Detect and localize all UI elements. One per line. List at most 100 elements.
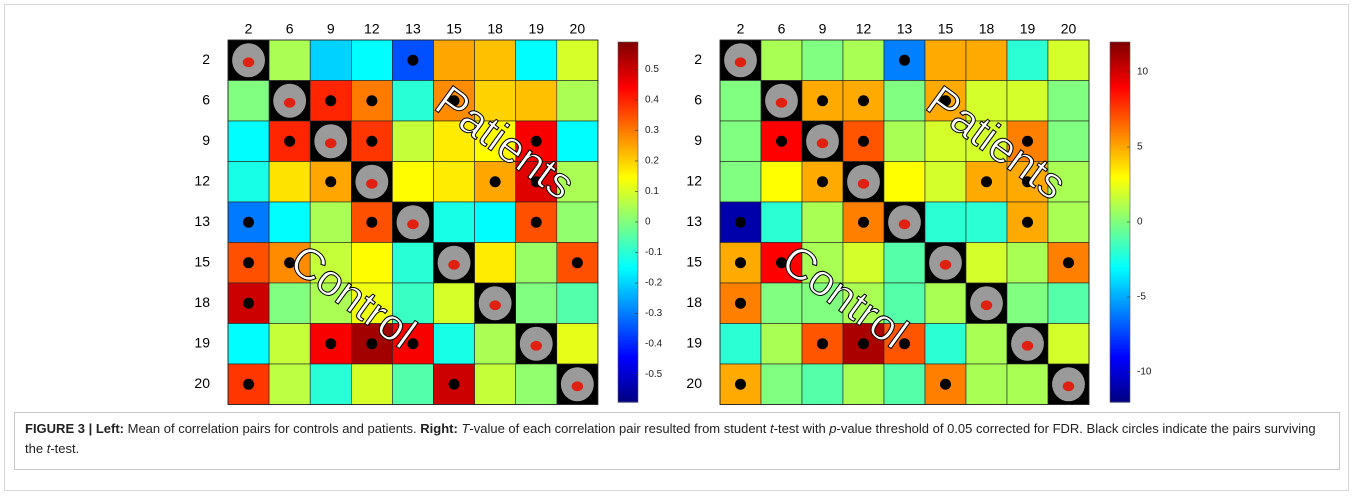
brain-image — [448, 260, 460, 270]
caption-text: Mean of correlation pairs for controls a… — [128, 421, 417, 436]
caption-label: FIGURE 3 | Left: — [25, 421, 124, 436]
y-tick-label: 9 — [694, 132, 702, 148]
heatmap-cell — [269, 202, 310, 243]
brain-image — [366, 179, 378, 189]
heatmap-cell — [434, 162, 475, 203]
significance-dot — [366, 95, 377, 106]
x-tick-label: 6 — [286, 21, 294, 37]
significance-dot — [858, 95, 869, 106]
brain-image — [489, 300, 501, 310]
brain-image — [530, 341, 542, 351]
significance-dot — [449, 379, 460, 390]
y-tick-label: 6 — [202, 91, 210, 107]
significance-dot — [817, 95, 828, 106]
y-tick-label: 2 — [694, 51, 702, 67]
heatmap-cell — [475, 324, 516, 365]
heatmap-cell — [269, 162, 310, 203]
significance-dot — [940, 379, 951, 390]
colorbar-tick-label: 0.3 — [645, 125, 659, 136]
colorbar-tick-label: 0.5 — [645, 64, 659, 75]
heatmap-cell — [1007, 283, 1048, 324]
colorbar-segment — [618, 42, 638, 46]
heatmap-cell — [720, 81, 761, 122]
significance-dot — [735, 257, 746, 268]
heatmap-cell — [557, 40, 598, 81]
y-tick-label: 6 — [694, 91, 702, 107]
heatmap-cell — [516, 81, 557, 122]
y-tick-label: 20 — [686, 375, 702, 391]
heatmap-cell — [516, 243, 557, 284]
y-tick-label: 18 — [686, 294, 702, 310]
significance-dot — [735, 298, 746, 309]
heatmap-cell — [884, 243, 925, 284]
heatmap-cell — [1007, 40, 1048, 81]
y-tick-label: 19 — [194, 334, 210, 350]
heatmap-cell — [884, 162, 925, 203]
heatmap-cell — [475, 243, 516, 284]
significance-dot — [325, 95, 336, 106]
brain-image — [776, 98, 787, 108]
significance-dot — [243, 298, 254, 309]
brain-image — [284, 98, 296, 108]
heatmap-cell — [392, 162, 433, 203]
heatmap-cell — [1048, 202, 1089, 243]
heatmap-cell — [925, 40, 966, 81]
heatmap-cell — [516, 40, 557, 81]
heatmap-cell — [802, 202, 843, 243]
heatmap-cell — [925, 324, 966, 365]
heatmap-cell — [516, 283, 557, 324]
heatmap-cell — [351, 40, 392, 81]
colorbar-tick-label: -0.4 — [645, 339, 663, 350]
heatmap-cell — [966, 40, 1007, 81]
heatmap-cell — [228, 162, 269, 203]
heatmap-cell — [1048, 81, 1089, 122]
heatmap-cell — [884, 364, 925, 405]
heatmap-cell — [310, 202, 351, 243]
x-tick-label: 18 — [979, 21, 995, 37]
x-tick-label: 15 — [938, 21, 954, 37]
heatmap-cell — [557, 283, 598, 324]
significance-dot — [817, 338, 828, 349]
brain-image — [243, 57, 255, 67]
heatmap-cell — [1007, 81, 1048, 122]
y-tick-label: 13 — [194, 213, 210, 229]
colorbar-tick-label: -0.3 — [645, 308, 663, 319]
x-tick-label: 15 — [446, 21, 462, 37]
brain-image — [325, 138, 337, 148]
y-tick-label: 19 — [686, 334, 702, 350]
heatmap-cell — [392, 364, 433, 405]
significance-dot — [776, 136, 787, 147]
brain-image — [981, 300, 992, 310]
y-tick-label: 15 — [686, 253, 702, 269]
significance-dot — [490, 176, 501, 187]
caption-text: -value of each correlation pair resulted… — [469, 421, 766, 436]
y-tick-label: 2 — [202, 51, 210, 67]
significance-dot — [1063, 257, 1074, 268]
heatmap-cell — [1048, 40, 1089, 81]
colorbar-tick-label: 5 — [1137, 142, 1143, 153]
brain-image — [858, 179, 869, 189]
significance-dot — [1022, 217, 1033, 228]
heatmap-cell — [434, 40, 475, 81]
heatmap-cell — [228, 121, 269, 162]
significance-dot — [735, 217, 746, 228]
brain-image — [407, 219, 419, 229]
brain-image — [899, 219, 910, 229]
heatmap-cell — [434, 202, 475, 243]
heatmap-cell — [228, 81, 269, 122]
heatmap-cell — [392, 121, 433, 162]
heatmap-cell — [557, 81, 598, 122]
x-tick-label: 20 — [570, 21, 586, 37]
heatmap-cell — [761, 162, 802, 203]
heatmap-cell — [269, 40, 310, 81]
x-tick-label: 19 — [528, 21, 544, 37]
heatmap-cell — [392, 243, 433, 284]
x-tick-label: 12 — [364, 21, 380, 37]
significance-dot — [858, 217, 869, 228]
x-tick-label: 13 — [405, 21, 421, 37]
heatmap-cell — [802, 364, 843, 405]
x-tick-label: 13 — [897, 21, 913, 37]
heatmap-cell — [351, 364, 392, 405]
x-tick-label: 2 — [245, 21, 253, 37]
heatmap-cell — [434, 324, 475, 365]
